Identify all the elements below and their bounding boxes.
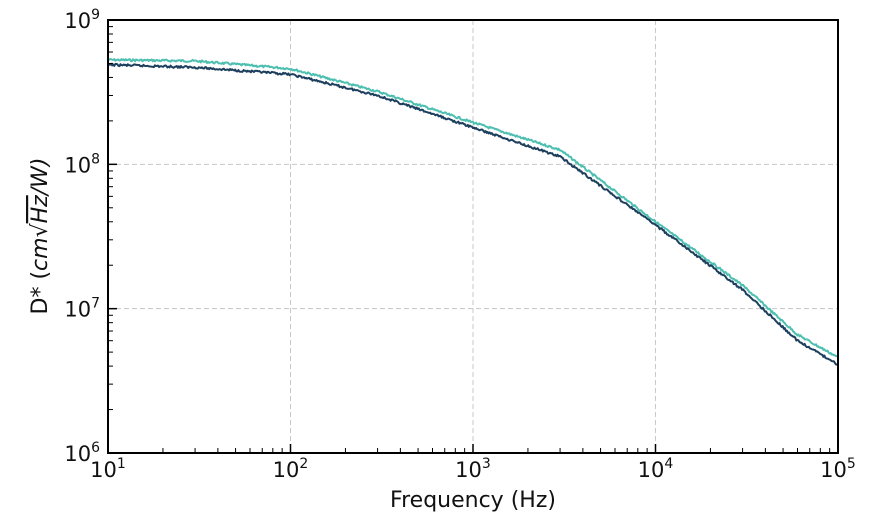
y-axis-label-text: D* (cm√Hz/W) <box>28 158 53 315</box>
x-tick-label: 104 <box>638 456 674 482</box>
y-tick-base: 10 <box>64 442 91 466</box>
y-tick-exp: 9 <box>91 7 100 23</box>
ylabel-sqrt: √ <box>28 222 53 237</box>
x-tick-base: 10 <box>820 458 847 482</box>
series-group <box>107 58 839 367</box>
series-teal-line <box>107 58 839 358</box>
x-tick-label: 105 <box>820 456 856 482</box>
x-tick-label: 102 <box>273 456 309 482</box>
x-tick-exp: 4 <box>664 456 673 472</box>
y-tick-exp: 6 <box>91 440 100 456</box>
x-tick-label: 101 <box>90 456 126 482</box>
x-tick-labels: 101 102 103 104 105 <box>90 456 856 482</box>
ylabel-suffix: /W) <box>28 158 53 198</box>
ylabel-prefix: D* ( <box>28 271 53 315</box>
x-tick-exp: 2 <box>299 456 308 472</box>
x-tick-exp: 1 <box>117 456 126 472</box>
plot-frame <box>107 19 839 454</box>
ylabel-radicand: Hz <box>28 195 53 224</box>
y-tick-label: 108 <box>64 151 100 177</box>
x-axis-label: Frequency (Hz) <box>390 488 556 513</box>
y-tick-exp: 8 <box>91 151 100 167</box>
y-tick-exp: 7 <box>91 296 100 312</box>
series-dark-line <box>107 62 839 367</box>
x-tick-base: 10 <box>90 458 117 482</box>
grid-lines <box>108 20 838 453</box>
y-tick-label: 106 <box>64 440 100 466</box>
x-tick-base: 10 <box>638 458 665 482</box>
y-tick-base: 10 <box>64 9 91 33</box>
y-tick-label: 109 <box>64 7 100 33</box>
y-tick-label: 107 <box>64 296 100 322</box>
y-tick-base: 10 <box>64 298 91 322</box>
x-tick-exp: 3 <box>482 456 491 472</box>
x-tick-exp: 5 <box>847 456 856 472</box>
x-tick-label: 103 <box>455 456 491 482</box>
x-tick-base: 10 <box>455 458 482 482</box>
ylabel-cm: cm <box>28 237 53 271</box>
y-axis-label: D* (cm√Hz/W) <box>28 158 53 315</box>
y-tick-base: 10 <box>64 153 91 177</box>
x-tick-base: 10 <box>273 458 300 482</box>
